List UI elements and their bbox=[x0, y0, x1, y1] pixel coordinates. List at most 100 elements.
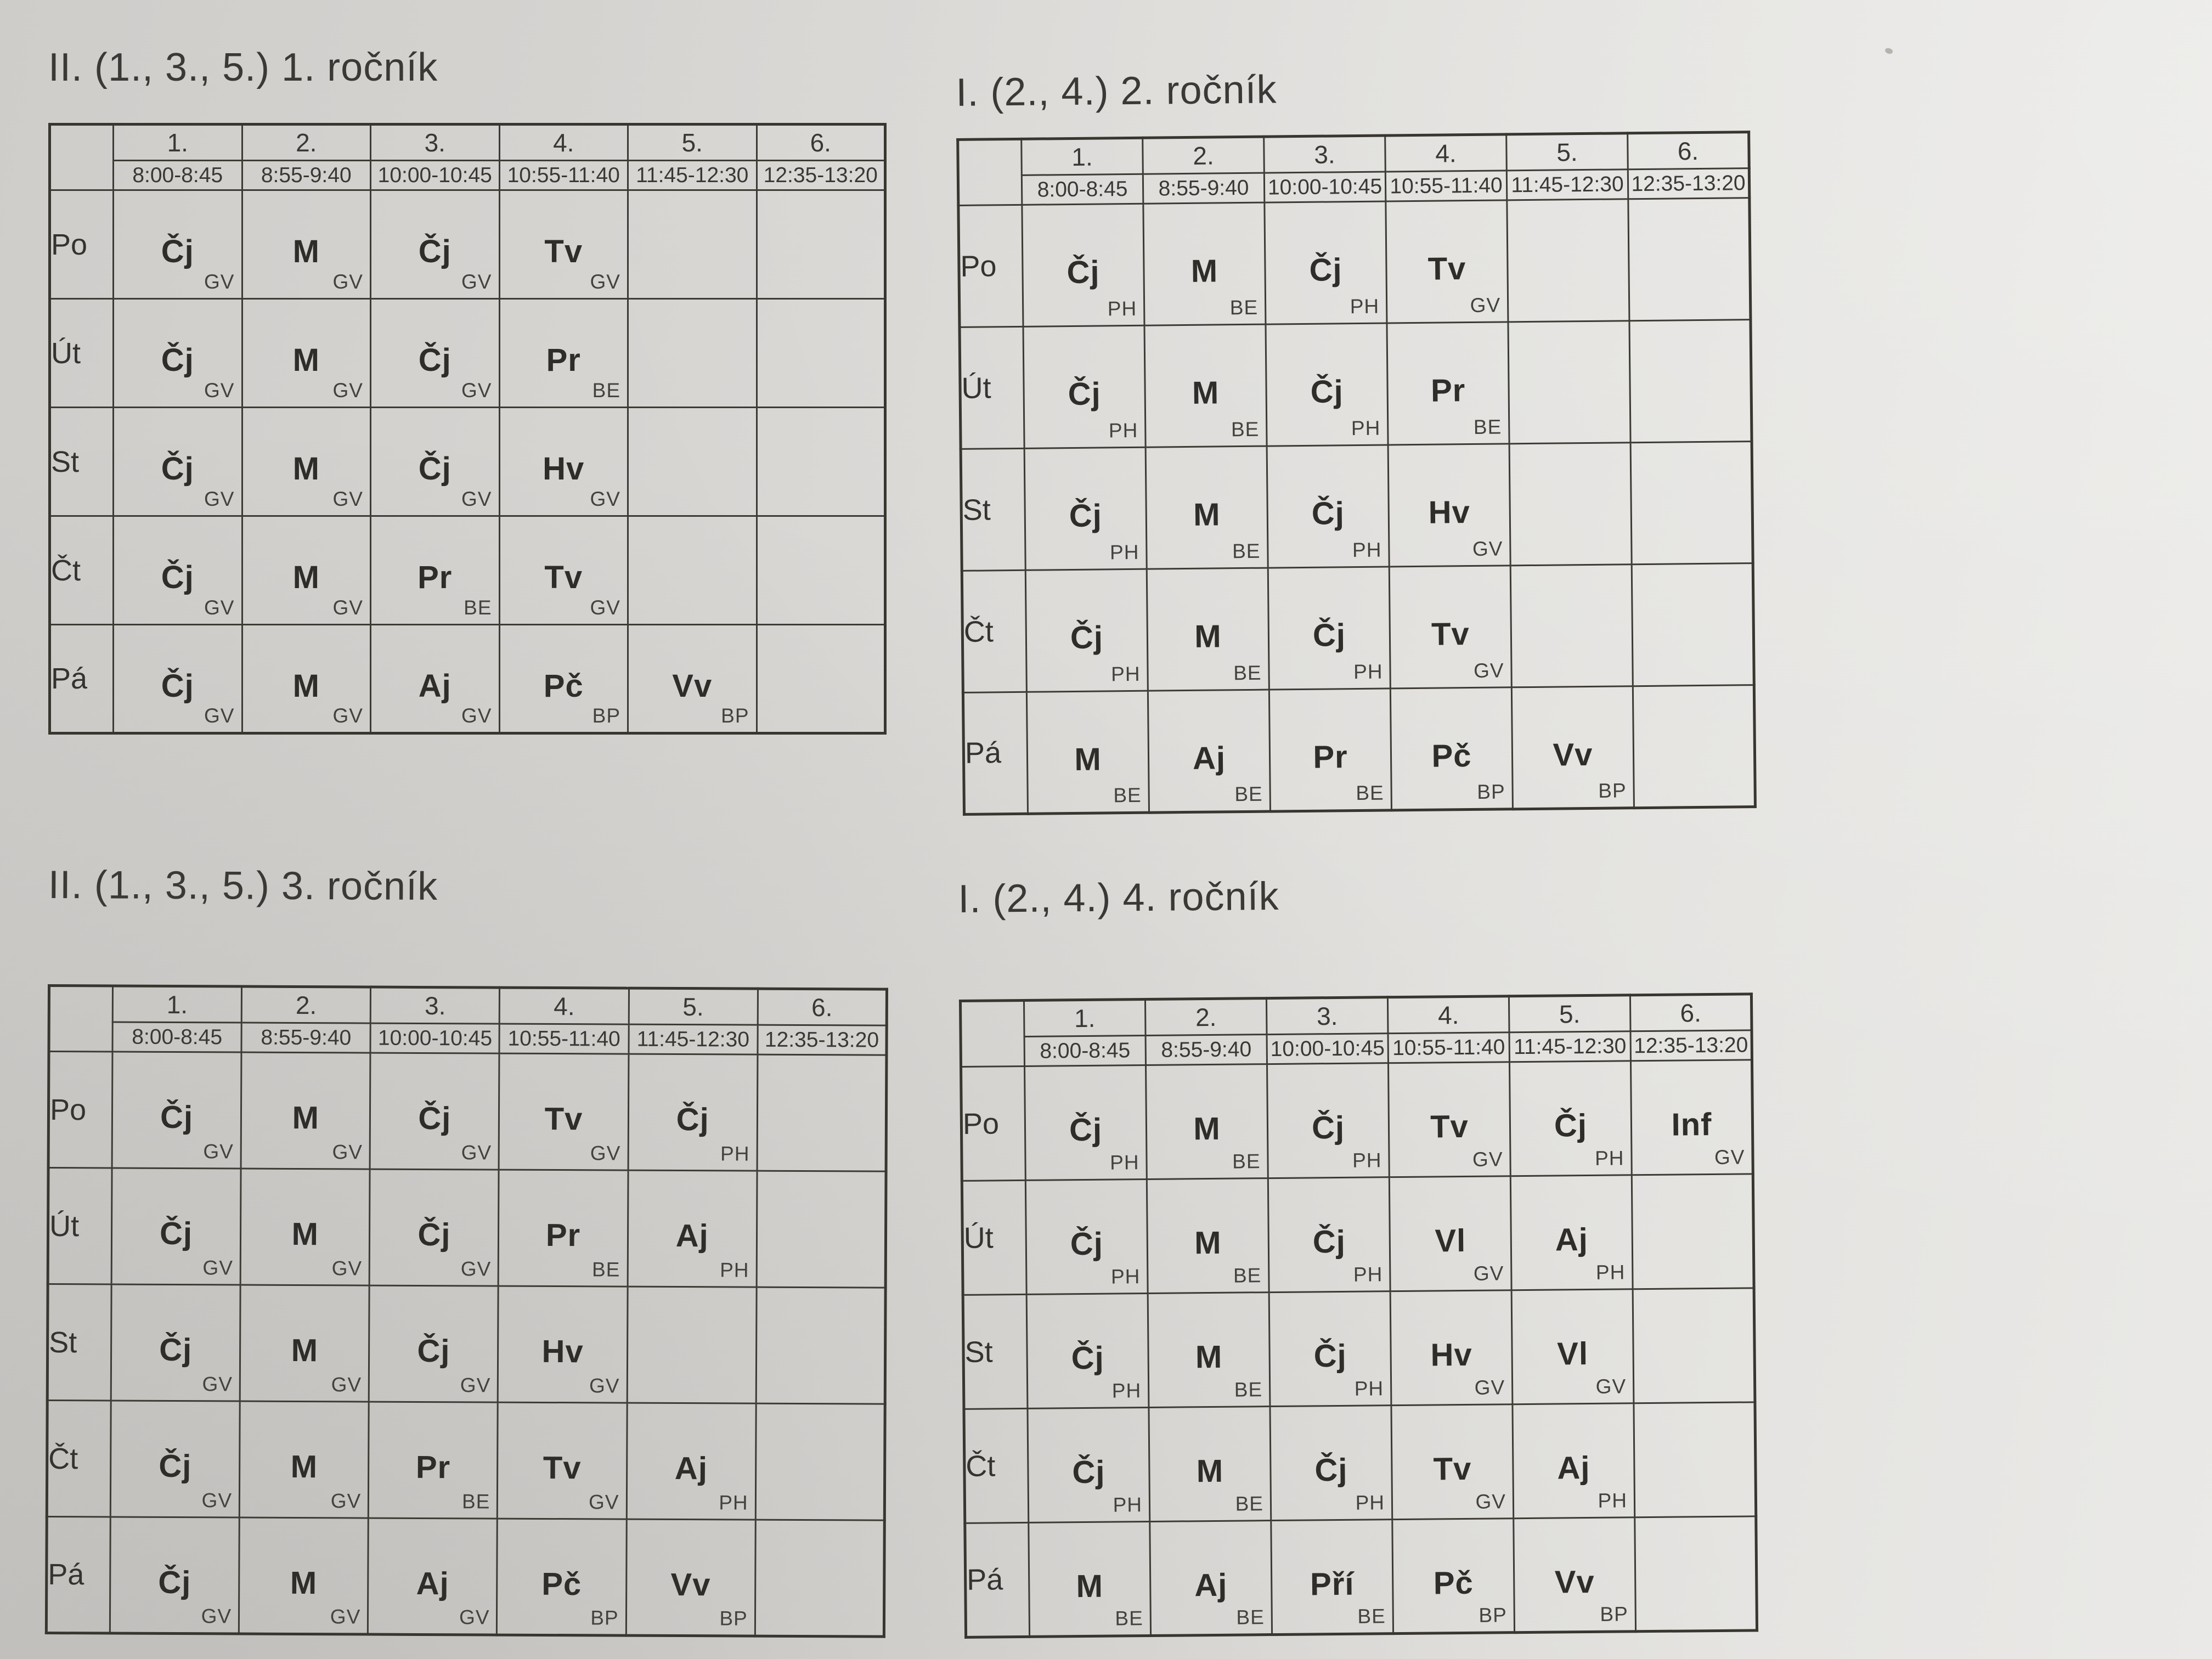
lesson-subject: Aj bbox=[418, 668, 452, 704]
lesson-teacher: PH bbox=[1108, 419, 1138, 442]
lesson-cell: M GV bbox=[240, 1169, 370, 1286]
day-label: St bbox=[49, 407, 114, 517]
lesson-subject: Aj bbox=[416, 1565, 449, 1601]
period-time: 11:45-12:30 bbox=[627, 160, 758, 191]
lesson-subject: Pr bbox=[545, 1217, 581, 1254]
lesson-subject: Pr bbox=[546, 342, 581, 378]
period-number: 3. bbox=[1266, 997, 1389, 1035]
lesson-cell: Čj PH bbox=[1268, 566, 1391, 690]
lesson-cell: M GV bbox=[241, 407, 371, 517]
lesson-cell: Čj PH bbox=[1025, 569, 1148, 692]
lesson-cell: Vv BP bbox=[1513, 1517, 1636, 1633]
lesson-teacher: GV bbox=[1473, 659, 1504, 682]
period-time: 8:55-9:40 bbox=[1143, 173, 1265, 204]
lesson-cell: M BE bbox=[1146, 1064, 1268, 1180]
lesson-teacher: GV bbox=[589, 1374, 620, 1397]
lesson-cell: M BE bbox=[1147, 1178, 1269, 1294]
lesson-teacher: GV bbox=[332, 488, 363, 510]
lesson-subject: Čj bbox=[1311, 1109, 1345, 1146]
lesson-cell: Čj PH bbox=[1022, 204, 1144, 327]
day-label: Út bbox=[962, 1180, 1027, 1295]
lesson-teacher: BP bbox=[721, 704, 749, 727]
lesson-teacher: GV bbox=[331, 1373, 362, 1396]
period-number: 5. bbox=[1509, 995, 1631, 1032]
lesson-teacher: GV bbox=[204, 488, 235, 510]
timetable-section-grade2: I. (2., 4.) 2. ročník 1. 2. 3. 4. 5. 6. 8:00-8… bbox=[956, 63, 1757, 816]
lesson-teacher: BE bbox=[1233, 1264, 1262, 1287]
lesson-teacher: GV bbox=[590, 1142, 621, 1165]
lesson-teacher: GV bbox=[460, 1374, 491, 1397]
day-label: Út bbox=[49, 298, 114, 408]
lesson-subject: Aj bbox=[1192, 740, 1226, 776]
lesson-subject: Pč bbox=[1433, 1565, 1474, 1601]
lesson-cell: M BE bbox=[1148, 1292, 1270, 1408]
lesson-teacher: PH bbox=[1353, 1263, 1383, 1286]
empty-lesson-cell bbox=[1633, 1288, 1755, 1403]
lesson-teacher: PH bbox=[1598, 1489, 1628, 1512]
empty-lesson-cell bbox=[755, 1287, 886, 1404]
lesson-cell: M BE bbox=[1144, 324, 1267, 448]
empty-lesson-cell bbox=[627, 407, 758, 517]
day-row: Čt Čj GV M GV Pr BE Tv GV Aj PH bbox=[47, 1400, 885, 1521]
lesson-cell: Pč BP bbox=[1392, 1518, 1515, 1634]
lesson-subject: Čj bbox=[161, 560, 194, 595]
period-number: 3. bbox=[370, 123, 500, 161]
lesson-teacher: PH bbox=[1109, 540, 1139, 564]
lesson-cell: Čj PH bbox=[1269, 1291, 1391, 1407]
lesson-cell: M GV bbox=[239, 1517, 369, 1635]
day-row: St Čj PH M BE Čj PH Hv GV Vl GV bbox=[963, 1288, 1755, 1409]
day-row: Út Čj GV M GV Čj GV Pr BE bbox=[49, 298, 886, 408]
timetable-header: 1. 2. 3. 4. 5. 6. 8:00-8:45 8:55-9:40 10:00-10:4… bbox=[49, 123, 886, 191]
day-label: Po bbox=[961, 1066, 1026, 1181]
lesson-cell: Čj GV bbox=[110, 1401, 240, 1518]
lesson-cell: Čj GV bbox=[369, 1285, 499, 1403]
day-label: Po bbox=[49, 189, 114, 300]
lesson-cell: Čj PH bbox=[1024, 447, 1147, 571]
lesson-subject: Aj bbox=[674, 1450, 708, 1487]
lesson-teacher: BE bbox=[1234, 782, 1263, 806]
empty-lesson-cell bbox=[627, 189, 758, 300]
timetable-header: 1. 2. 3. 4. 5. 6. 8:00-8:45 8:55-9:40 10:00-10:4… bbox=[960, 994, 1752, 1067]
timetable-header: 1. 2. 3. 4. 5. 6. 8:00-8:45 8:55-9:40 10:00-10:4… bbox=[957, 132, 1750, 206]
empty-lesson-cell bbox=[755, 298, 886, 408]
period-time: 8:00-8:45 bbox=[1024, 1035, 1146, 1066]
lesson-subject: Čj bbox=[417, 1216, 451, 1253]
day-row: Čt Čj PH M BE Čj PH Tv GV Aj PH bbox=[963, 1402, 1756, 1523]
day-row: Pá M BE Aj BE Pr BE Pč BP Vv BP bbox=[963, 685, 1756, 815]
lesson-teacher: GV bbox=[1472, 1148, 1503, 1171]
lesson-teacher: BP bbox=[719, 1607, 748, 1630]
lesson-teacher: BE bbox=[1235, 1492, 1264, 1515]
lesson-teacher: PH bbox=[1110, 1265, 1141, 1288]
timetable-title: II. (1., 3., 5.) 3. ročník bbox=[48, 863, 438, 909]
lesson-cell: M BE bbox=[1147, 568, 1269, 691]
empty-lesson-cell bbox=[1510, 564, 1633, 687]
lesson-subject: Čj bbox=[1310, 374, 1344, 410]
day-row: Út Čj PH M BE Čj PH Pr BE bbox=[959, 319, 1752, 449]
lesson-teacher: GV bbox=[203, 1140, 234, 1163]
lesson-teacher: GV bbox=[204, 596, 235, 619]
day-row: Čt Čj GV M GV Pr BE Tv GV bbox=[49, 515, 886, 625]
period-number: 3. bbox=[1263, 135, 1386, 173]
lesson-cell: Tv GV bbox=[498, 189, 629, 300]
lesson-cell: Hv GV bbox=[498, 407, 629, 517]
lesson-cell: Pr BE bbox=[1386, 321, 1510, 445]
lesson-subject: Čj bbox=[1554, 1108, 1588, 1144]
lesson-cell: Pr BE bbox=[498, 1170, 628, 1287]
lesson-subject: M bbox=[292, 342, 320, 378]
period-number: 1. bbox=[112, 986, 242, 1023]
lesson-cell: Čj PH bbox=[1023, 325, 1146, 449]
period-number: 5. bbox=[628, 988, 758, 1025]
lesson-subject: Čj bbox=[417, 1333, 450, 1369]
lesson-cell: Aj BE bbox=[1149, 1520, 1272, 1636]
lesson-cell: Hv GV bbox=[1390, 1290, 1513, 1406]
period-time: 10:55-11:40 bbox=[499, 1024, 629, 1054]
lesson-subject: Pří bbox=[1310, 1566, 1355, 1602]
lesson-teacher: PH bbox=[1594, 1147, 1624, 1170]
lesson-subject: M bbox=[291, 1332, 319, 1369]
day-label: Pá bbox=[46, 1516, 111, 1634]
empty-lesson-cell bbox=[1634, 1516, 1757, 1632]
period-time: 8:00-8:45 bbox=[1022, 174, 1143, 205]
lesson-cell: Čj PH bbox=[1024, 1065, 1147, 1181]
lesson-teacher: GV bbox=[1475, 1490, 1506, 1513]
day-label: Pá bbox=[49, 624, 114, 734]
